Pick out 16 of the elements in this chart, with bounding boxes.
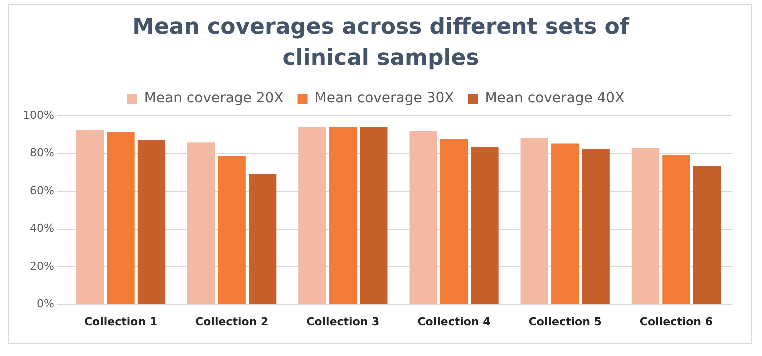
x-tick-label: Collection 6 <box>640 315 714 328</box>
x-tick-label: Collection 5 <box>528 315 602 328</box>
y-tick-label: 20% <box>30 260 54 273</box>
y-tick-label: 40% <box>30 222 54 236</box>
chart-title: Mean coverages across different sets of clinical samples <box>132 14 631 73</box>
y-tick-label: 80% <box>30 146 54 160</box>
x-tick-label: Collection 2 <box>196 315 269 328</box>
legend-label: Mean coverage 20X <box>144 90 284 107</box>
y-tick-label: 0% <box>36 298 54 311</box>
legend-label: Mean coverage 30X <box>314 90 455 107</box>
x-tick-label: Collection 4 <box>418 315 492 328</box>
y-tick-label: 100% <box>22 108 54 122</box>
y-tick-label: 60% <box>30 184 54 198</box>
x-tick-label: Collection 3 <box>306 315 380 328</box>
legend-label: Mean coverage 40X <box>485 90 626 107</box>
x-tick-label: Collection 1 <box>84 315 158 328</box>
